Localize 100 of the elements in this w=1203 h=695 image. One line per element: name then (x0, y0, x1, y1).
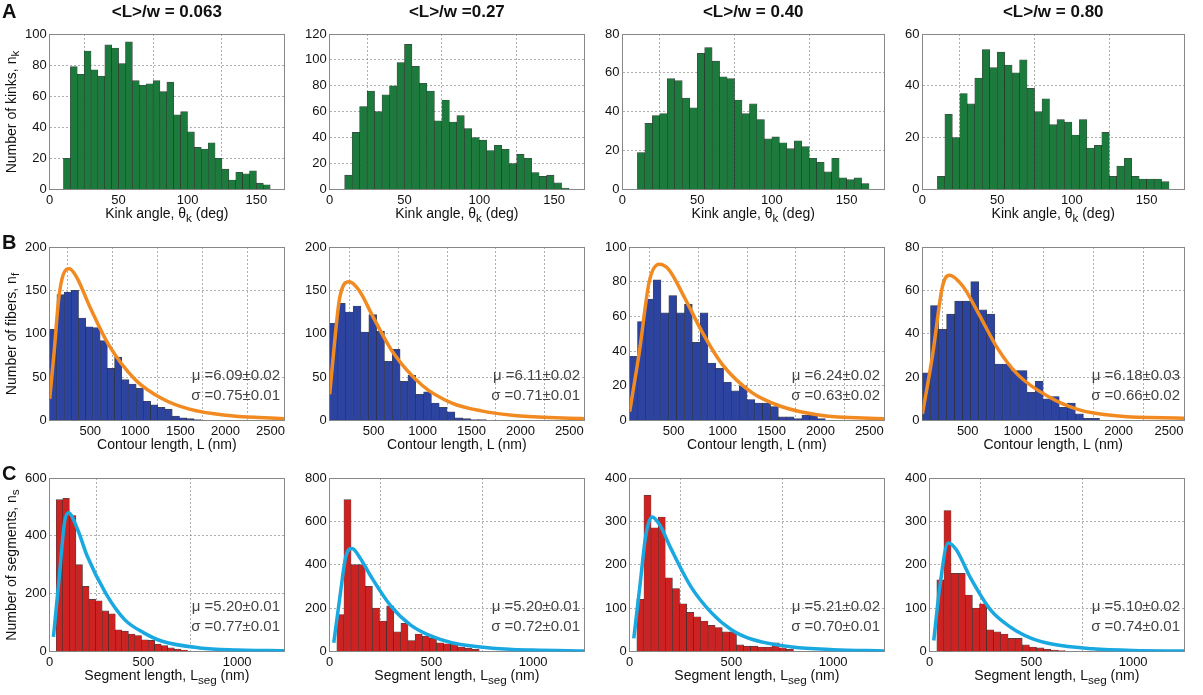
x-tick-label: 2500 (1154, 422, 1184, 438)
y-tick-label: 100 (304, 51, 327, 67)
y-tick-label: 600 (304, 512, 327, 528)
y-tick-label: 0 (39, 180, 47, 196)
annotation: μ =6.09±0.02 (191, 366, 280, 384)
x-tick-label: 50 (111, 191, 126, 207)
y-tick-label: 20 (904, 368, 920, 384)
x-tick-label: 50 (989, 191, 1005, 207)
y-tick-label: 300 (904, 512, 927, 528)
y-tick-label: 100 (24, 325, 47, 341)
x-axis-title: Contour length, L (nm) (983, 436, 1123, 453)
x-tick-label: 500 (362, 422, 385, 438)
y-tick-label: 40 (904, 325, 920, 341)
y-tick-label: 80 (312, 77, 327, 93)
y-tick-label: 60 (904, 25, 920, 41)
y-tick-label: 20 (312, 155, 327, 171)
y-tick-label: 0 (619, 642, 627, 658)
y-tick-label: 20 (904, 129, 920, 145)
y-tick-label: 200 (24, 238, 47, 254)
x-tick-label: 1000 (818, 653, 848, 669)
x-tick-label: 1000 (708, 422, 738, 438)
annotation: μ =5.21±0.02 (791, 597, 880, 615)
annotation: σ =0.70±0.01 (791, 617, 880, 635)
x-tick-label: 100 (176, 191, 199, 207)
x-tick-label: 50 (397, 191, 412, 207)
y-tick-label: 20 (604, 142, 620, 158)
y-tick-label: 200 (304, 599, 327, 615)
y-tick-label: 20 (32, 149, 47, 165)
y-tick-label: 80 (32, 56, 47, 72)
x-axis-title: Kink angle, θ$_{k}$ (deg) (395, 205, 519, 225)
y-tick-label: 300 (604, 512, 627, 528)
x-tick-label: 1000 (1003, 422, 1033, 438)
x-axis-title: Contour length, L (nm) (387, 436, 527, 453)
y-tick-label: 200 (24, 585, 47, 601)
y-tick-label: 60 (904, 281, 920, 297)
y-tick-label: 50 (312, 368, 327, 384)
x-tick-label: 2500 (256, 422, 285, 438)
y-tick-label: 60 (312, 103, 327, 119)
y-tick-label: 0 (619, 411, 627, 427)
x-tick-label: 1500 (1053, 422, 1083, 438)
annotation: σ =0.72±0.01 (491, 617, 580, 635)
x-axis-title: Kink angle, θ$_{k}$ (deg) (991, 205, 1115, 225)
x-tick-label: 2500 (554, 422, 584, 438)
y-tick-label: 0 (612, 180, 620, 196)
y-tick-label: 0 (39, 642, 47, 658)
x-tick-label: 1500 (457, 422, 486, 438)
y-tick-label: 100 (304, 325, 327, 341)
x-tick-label: 500 (1020, 653, 1043, 669)
annotation: μ =6.11±0.02 (492, 366, 580, 384)
y-tick-label: 0 (919, 642, 927, 658)
y-tick-label: 0 (319, 642, 327, 658)
annotation: μ =5.20±0.01 (491, 597, 580, 615)
x-tick-label: 500 (420, 653, 443, 669)
x-tick-label: 1500 (757, 422, 786, 438)
annotation: μ =6.24±0.02 (791, 366, 880, 384)
y-tick-label: 150 (24, 281, 47, 297)
y-tick-label: 600 (24, 469, 47, 485)
text: A (2, 0, 17, 22)
annotation: μ =5.10±0.02 (1091, 597, 1180, 615)
annotation: μ =5.20±0.01 (191, 597, 280, 615)
annotation: σ =0.66±0.02 (1091, 386, 1180, 404)
y-tick-label: 80 (904, 238, 920, 254)
y-tick-label: 20 (612, 377, 627, 393)
text: C (2, 461, 17, 484)
chart-title: <L>/w = 0.80 (1002, 2, 1104, 22)
y-tick-label: 0 (39, 411, 47, 427)
x-axis-title: Segment length, L$_{seg}$ (nm) (674, 667, 840, 687)
x-tick-label: 1000 (222, 653, 252, 669)
x-tick-label: 500 (956, 422, 979, 438)
y-tick-label: 400 (304, 556, 327, 572)
x-tick-label: 150 (543, 191, 565, 207)
y-tick-label: 40 (32, 118, 47, 134)
x-tick-label: 1000 (518, 653, 548, 669)
y-tick-label: 60 (604, 64, 620, 80)
y-tick-label: 0 (319, 411, 327, 427)
x-tick-label: 50 (689, 191, 705, 207)
y-tick-label: 100 (604, 238, 627, 254)
x-tick-label: 2000 (1104, 422, 1134, 438)
annotation: σ =0.63±0.02 (791, 386, 880, 404)
x-tick-label: 150 (245, 191, 268, 207)
x-tick-label: 150 (835, 191, 858, 207)
y-tick-label: 100 (604, 599, 627, 615)
x-tick-label: 1000 (1118, 653, 1148, 669)
y-tick-label: 60 (32, 87, 47, 103)
annotation: μ =6.18±0.03 (1091, 366, 1180, 384)
y-tick-label: 100 (904, 599, 927, 615)
x-tick-label: 500 (132, 653, 155, 669)
y-tick-label: 50 (32, 368, 47, 384)
x-tick-label: 2000 (505, 422, 535, 438)
x-axis-title: Segment length, L$_{seg}$ (nm) (974, 667, 1140, 687)
x-axis-title: Segment length, L$_{seg}$ (nm) (84, 667, 250, 687)
chart-title: <L>/w =0.27 (408, 2, 505, 22)
x-tick-label: 500 (79, 422, 102, 438)
x-tick-label: 500 (720, 653, 743, 669)
x-tick-label: 100 (468, 191, 491, 207)
y-tick-label: 80 (612, 273, 627, 289)
annotation: σ =0.77±0.01 (191, 617, 280, 635)
y-tick-label: 400 (604, 469, 627, 485)
y-tick-label: 200 (304, 238, 327, 254)
y-tick-label: 150 (304, 281, 327, 297)
